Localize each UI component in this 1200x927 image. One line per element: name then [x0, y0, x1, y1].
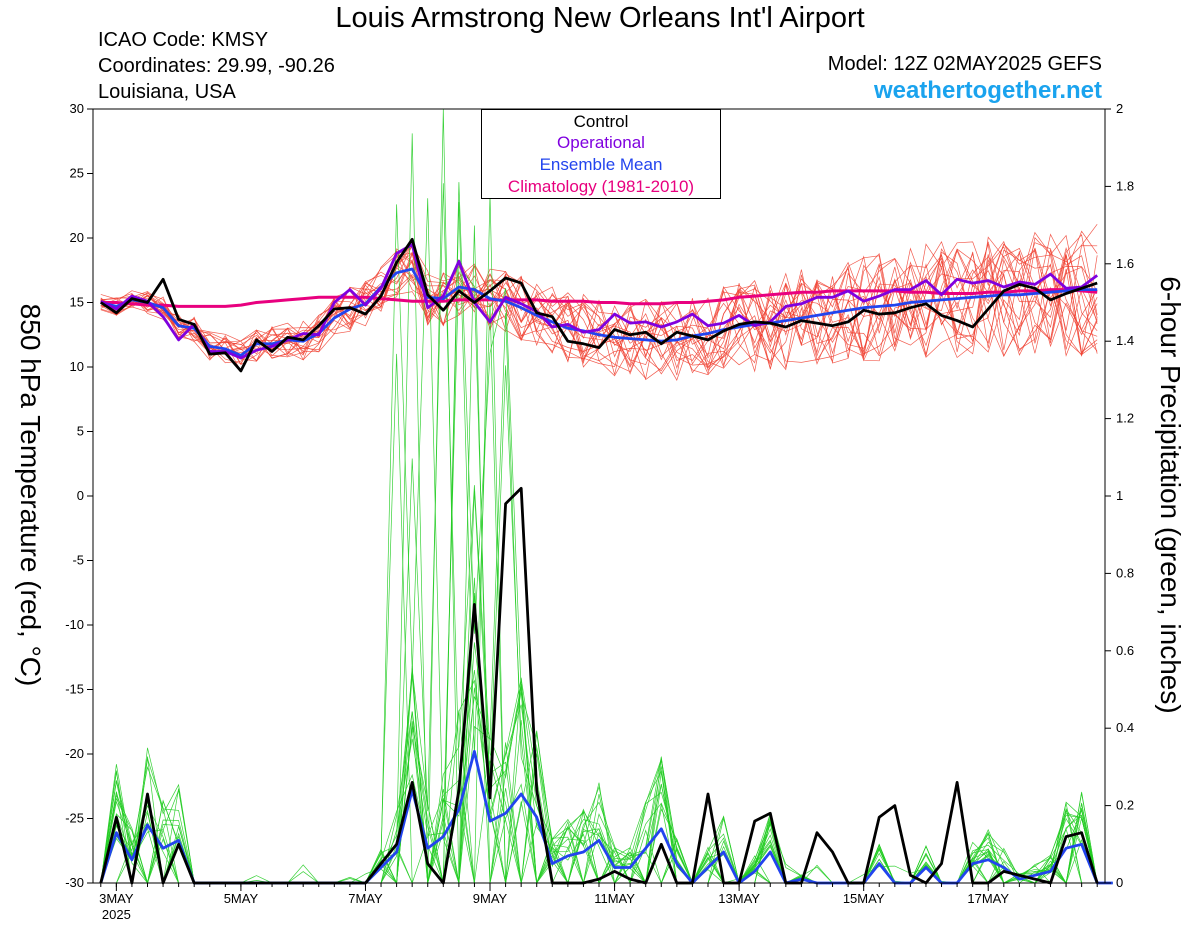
- member-precip-line: [100, 313, 1113, 885]
- member-precip-line: [100, 204, 1113, 884]
- x-tick-label: 3MAY: [99, 891, 134, 906]
- x-tick-year-label: 2025: [102, 907, 131, 922]
- y2-tick-label: 1.8: [1116, 178, 1134, 193]
- y2-tick-label: 0.2: [1116, 798, 1134, 813]
- y2-tick-label: 1.2: [1116, 411, 1134, 426]
- y-tick-label: 25: [70, 166, 84, 181]
- y-tick-label: -30: [65, 875, 84, 890]
- member-temp-line: [100, 234, 1098, 375]
- y2-tick-label: 0.4: [1116, 720, 1134, 735]
- temperature-ensemble-mean-line: [100, 267, 1098, 357]
- y2-tick-label: 0.6: [1116, 643, 1134, 658]
- icao-code: ICAO Code: KMSY: [98, 29, 269, 51]
- legend-control: Control: [573, 112, 629, 131]
- y2-tick-label: 2: [1116, 101, 1123, 116]
- y-tick-label: 30: [70, 101, 84, 116]
- y-tick-label: -5: [72, 553, 84, 568]
- legend-operational: Operational: [557, 133, 645, 152]
- member-temp-line: [100, 248, 1098, 375]
- member-precip-line: [100, 108, 1113, 884]
- member-precip-line: [100, 711, 1113, 884]
- legend-climatology: Climatology (1981-2010): [507, 177, 695, 196]
- y2-tick-label: 0.8: [1116, 565, 1134, 580]
- member-precip-line: [100, 133, 1113, 884]
- y-tick-label: -10: [65, 617, 84, 632]
- model-run: Model: 12Z 02MAY2025 GEFS: [827, 53, 1102, 75]
- legend-ensemble-mean: Ensemble Mean: [539, 155, 663, 174]
- coordinates: Coordinates: 29.99, -90.26: [98, 55, 335, 77]
- member-temp-line: [100, 240, 1098, 381]
- x-tick-label: 5MAY: [224, 891, 259, 906]
- y2-tick-label: 1.6: [1116, 256, 1134, 271]
- member-precip-line: [100, 596, 1113, 885]
- y-tick-label: 0: [77, 488, 84, 503]
- member-temp-line: [100, 230, 1098, 367]
- y-tick-label: 5: [77, 424, 84, 439]
- y-tick-label: -25: [65, 811, 84, 826]
- x-tick-label: 13MAY: [718, 891, 760, 906]
- x-tick-label: 7MAY: [348, 891, 383, 906]
- precipitation-ensemble-mean-line: [99, 750, 1113, 885]
- chart-title: Louis Armstrong New Orleans Int'l Airpor…: [335, 2, 865, 34]
- x-tick-label: 9MAY: [473, 891, 508, 906]
- axes: 302520151050-5-10-15-20-25-3021.81.61.41…: [65, 101, 1134, 922]
- member-precip-line: [100, 183, 1113, 885]
- member-precip-line: [100, 592, 1113, 885]
- y2-tick-label: 0: [1116, 875, 1123, 890]
- x-tick-label: 15MAY: [843, 891, 885, 906]
- y2-tick-label: 1.4: [1116, 333, 1134, 348]
- y-tick-label: -20: [65, 746, 84, 761]
- y-tick-label: 20: [70, 230, 84, 245]
- y-tick-label: 15: [70, 295, 84, 310]
- region: Louisiana, USA: [98, 81, 236, 103]
- legend: Control Operational Ensemble Mean Climat…: [481, 109, 721, 199]
- y2-tick-label: 1: [1116, 488, 1123, 503]
- member-precip-line: [100, 193, 1113, 885]
- y-tick-label: 10: [70, 359, 84, 374]
- site-link[interactable]: weathertogether.net: [873, 77, 1102, 104]
- y-tick-label: -15: [65, 682, 84, 697]
- x-tick-label: 11MAY: [594, 891, 635, 906]
- temperature-control-line: [100, 237, 1098, 373]
- plot-frame: [92, 108, 1106, 884]
- ensemble-members-precipitation: [100, 108, 1113, 885]
- temperature-climatology-1981-2010-line: [100, 288, 1098, 308]
- member-precip-line: [100, 182, 1113, 884]
- x-tick-label: 17MAY: [967, 891, 1009, 906]
